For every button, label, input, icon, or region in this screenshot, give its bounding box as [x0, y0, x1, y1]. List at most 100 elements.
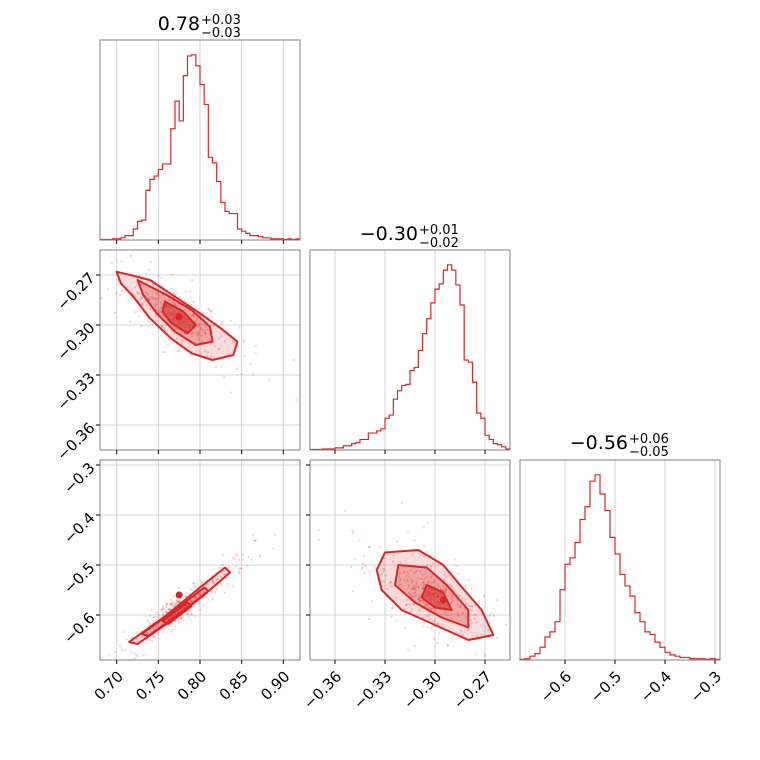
corner-p1-p2-sample-416 — [204, 332, 207, 335]
corner-p2-p3-sample-311 — [317, 538, 321, 541]
corner-p2-p3-sample-213 — [446, 613, 450, 616]
corner-p2-p3-sample-168 — [468, 604, 471, 607]
corner-p1-p2-sample-357 — [160, 324, 163, 328]
corner-p1-p3-sample-315 — [161, 613, 165, 616]
corner-p2-p3-sample-349 — [413, 539, 416, 542]
hist-param-2-bin-44 — [493, 444, 497, 450]
corner-p1-p3-sample-103 — [170, 602, 173, 605]
corner-p1-p3-sample-250 — [162, 607, 165, 610]
corner-p2-p3-xtick-label-0: −0.36 — [300, 668, 345, 713]
corner-p1-p2-sample-100 — [220, 366, 223, 369]
corner-p1-p2-sample-268 — [154, 314, 157, 317]
hist-param-3-bin-28 — [660, 647, 665, 660]
corner-p2-p3-sample-283 — [419, 582, 423, 586]
panel-hist-param-2: −0.30 +0.01 −0.02 — [360, 223, 459, 251]
hist-param-2-bin-32 — [443, 270, 447, 450]
corner-p1-p3-sample-370 — [178, 600, 181, 603]
hist-param-3-xtick-label-1: −0.5 — [587, 668, 625, 706]
corner-p1-p3-sample-247 — [162, 605, 165, 608]
corner-p1-p3-sample-295 — [158, 613, 161, 617]
corner-p2-p3-sample-117 — [406, 570, 409, 574]
corner-p1-p3-sample-292 — [172, 595, 175, 598]
corner-p1-p3-sample-286 — [192, 582, 195, 585]
corner-p1-p3-sample-288 — [193, 596, 197, 599]
corner-p1-p2-sample-278 — [197, 338, 200, 341]
corner-p1-p3-sample-284 — [171, 600, 174, 603]
title-lower-param-1: −0.03 — [201, 26, 241, 41]
corner-p1-p3-sample-27 — [258, 554, 261, 557]
corner-p1-p2-sample-164 — [240, 372, 243, 376]
hist-param-1-bin-19 — [179, 121, 183, 240]
corner-p1-p3-sample-87 — [217, 577, 220, 580]
corner-p1-p2-sample-177 — [223, 375, 226, 378]
corner-p1-p3-sample-328 — [238, 558, 241, 561]
corner-p1-p3-sample-191 — [118, 644, 121, 647]
corner-p1-p2-sample-373 — [141, 302, 144, 305]
corner-p1-p3-sample-294 — [148, 622, 151, 625]
hist-param-3-bin-31 — [675, 656, 680, 660]
corner-p1-p2-sample-386 — [156, 309, 159, 312]
hist-param-2-bin-29 — [431, 303, 435, 450]
corner-p1-p2-sample-244 — [167, 338, 170, 341]
corner-p1-p2-sample-353 — [203, 349, 207, 352]
corner-p2-p3-sample-73 — [422, 585, 426, 588]
corner-p1-p3-sample-211 — [215, 587, 218, 591]
corner-p2-p3-sample-374 — [419, 577, 423, 581]
corner-p2-p3-sample-198 — [443, 573, 446, 576]
corner-p1-p3-sample-59 — [102, 665, 104, 667]
hist-param-2-bin-21 — [398, 391, 402, 450]
corner-p1-p2-sample-213 — [201, 328, 204, 332]
hist-param-2-plot — [309, 249, 511, 454]
corner-p1-p2-sample-308 — [188, 343, 192, 346]
corner-p1-p2-sample-354 — [242, 341, 246, 344]
corner-p2-p3-sample-129 — [419, 599, 423, 602]
corner-p1-p2-sample-199 — [171, 287, 174, 291]
corner-p1-p3-sample-372 — [231, 584, 234, 587]
corner-p2-p3-sample-324 — [419, 600, 422, 603]
hist-param-2-bin-25 — [414, 367, 418, 450]
corner-p1-p3-sample-366 — [184, 595, 187, 598]
corner-p2-p3-xtick-label-3: −0.27 — [450, 668, 495, 713]
corner-p1-p3-sample-358 — [240, 567, 244, 570]
hist-param-3-bin-6 — [550, 632, 555, 660]
corner-p2-p3-sample-115 — [428, 614, 431, 617]
corner-p1-p2-sample-406 — [295, 398, 298, 402]
corner-p1-p2-sample-111 — [129, 254, 133, 258]
corner-p1-p3-peak — [175, 591, 183, 599]
corner-p1-p2-sample-225 — [148, 268, 151, 271]
corner-p1-p3-xtick-label-3: 0.85 — [216, 668, 252, 704]
corner-p1-p3-sample-10 — [211, 580, 215, 583]
corner-p1-p2-sample-140 — [145, 291, 148, 294]
corner-p2-p3-sample-86 — [398, 575, 401, 578]
corner-p2-p3-sample-13 — [454, 558, 457, 561]
corner-p1-p3-sample-36 — [165, 605, 168, 609]
corner-p1-p2-sample-61 — [152, 297, 155, 300]
hist-param-1-plot — [99, 39, 301, 244]
hist-param-2-bin-12 — [360, 439, 364, 450]
corner-p1-p3-sample-321 — [222, 570, 225, 573]
hist-param-3-bin-2 — [530, 656, 535, 660]
corner-p1-p2-sample-87 — [199, 328, 202, 331]
corner-p1-p2-sample-194 — [192, 300, 195, 304]
corner-p2-p3-sample-375 — [425, 603, 428, 606]
corner-p1-p3-sample-324 — [228, 566, 231, 569]
corner-p2-p3-sample-202 — [407, 573, 410, 576]
panel-hist-param-1: 0.78 +0.03 −0.03 — [158, 13, 241, 41]
corner-p2-p3-contour-2 — [420, 584, 453, 611]
corner-p2-p3-sample-258 — [408, 576, 411, 579]
corner-p1-p2-sample-171 — [244, 355, 247, 358]
corner-p1-p3-sample-225 — [190, 599, 193, 603]
corner-p1-p3-sample-316 — [211, 578, 214, 582]
corner-p2-p3-sample-121 — [409, 593, 412, 596]
hist-param-2-bin-36 — [460, 305, 464, 450]
corner-p2-p3-sample-113 — [465, 603, 468, 606]
corner-p1-p2-sample-272 — [183, 299, 186, 302]
corner-p2-p3-sample-227 — [410, 569, 413, 572]
corner-p2-p3-sample-330 — [395, 619, 398, 622]
corner-p2-p3-sample-233 — [432, 579, 436, 582]
corner-p2-p3-sample-92 — [423, 601, 426, 604]
corner-p1-p3-sample-244 — [193, 614, 196, 617]
corner-p2-p3-sample-34 — [410, 595, 414, 598]
corner-p2-p3-sample-269 — [450, 617, 453, 620]
corner-p1-p3-sample-407 — [125, 638, 128, 641]
